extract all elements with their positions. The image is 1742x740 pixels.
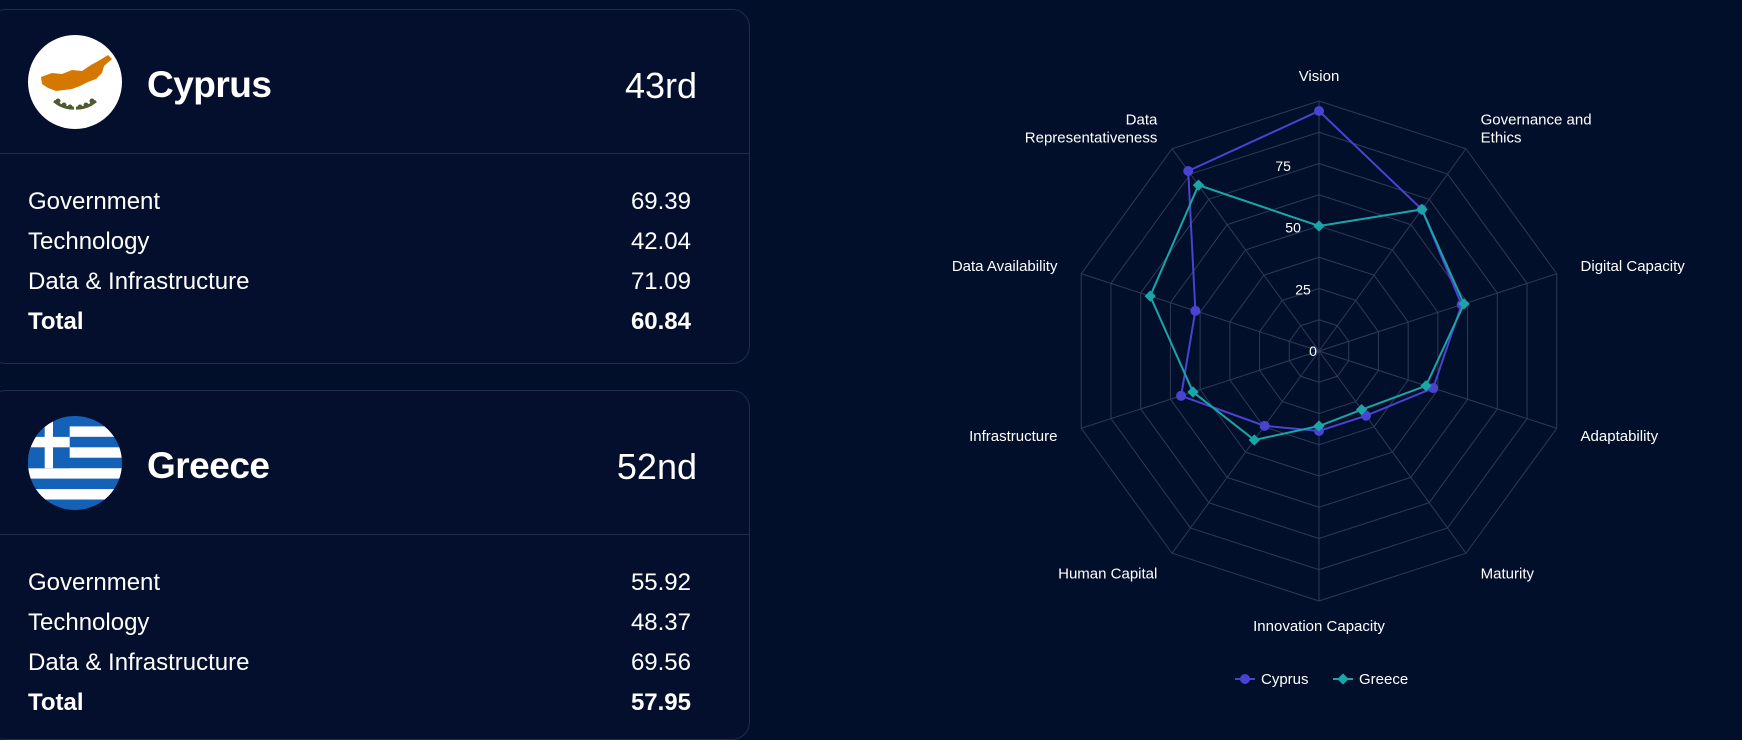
category-label: Vision: [1299, 68, 1340, 85]
card-header: Greece 52nd: [0, 391, 749, 535]
category-label: Maturity: [1481, 565, 1535, 582]
metric-value: 69.39: [630, 188, 691, 215]
metric-value: 57.95: [630, 689, 691, 716]
metric-label: Government: [28, 188, 161, 215]
category-label: Data Availability: [952, 258, 1058, 275]
legend-marker: [1240, 674, 1250, 684]
metric-value: 71.09: [630, 268, 691, 295]
metric-label: Technology: [28, 609, 150, 636]
grid-spoke: [1318, 350, 1467, 554]
metric-label: Government: [28, 569, 161, 596]
category-label: Governance and Ethics: [1481, 112, 1592, 147]
data-point: [1313, 420, 1325, 432]
category-label: Digital Capacity: [1581, 258, 1686, 275]
metrics-list: Government 55.92 Technology 48.37 Data &…: [28, 563, 691, 723]
cyprus-flag-icon: [28, 35, 122, 129]
metric-row-technology: Technology 42.04: [28, 222, 691, 262]
card-header: Cyprus 43rd: [0, 10, 749, 154]
data-point: [1190, 305, 1201, 316]
series-line-cyprus: [1179, 109, 1463, 433]
grid-spoke: [1318, 148, 1467, 352]
metrics-list: Government 69.39 Technology 42.04 Data &…: [28, 182, 691, 342]
radial-tick-label: 25: [1295, 281, 1311, 297]
category-label: Innovation Capacity: [1253, 618, 1385, 635]
metric-row-total: Total 57.95: [28, 683, 691, 723]
metric-value: 60.84: [630, 308, 691, 335]
metric-label: Total: [28, 689, 84, 716]
data-point: [1183, 165, 1194, 176]
greece-flag-icon: [28, 416, 122, 510]
radial-tick-label: 75: [1275, 158, 1291, 174]
metric-label: Data & Infrastructure: [28, 649, 250, 676]
data-point: [1176, 390, 1187, 401]
legend-label: Greece: [1359, 671, 1408, 688]
data-point: [1355, 403, 1368, 416]
metric-row-total: Total 60.84: [28, 302, 691, 342]
metric-value: 55.92: [630, 569, 691, 596]
country-card-cyprus: Cyprus 43rd Government 69.39 Technology …: [0, 9, 750, 364]
data-point: [1248, 434, 1261, 446]
grid-spoke: [1318, 273, 1557, 352]
category-label: Infrastructure: [969, 428, 1057, 445]
metric-row-government: Government 55.92: [28, 563, 691, 603]
metric-value: 48.37: [630, 609, 691, 636]
metric-value: 69.56: [630, 649, 691, 676]
data-point: [1313, 220, 1325, 232]
metric-value: 42.04: [630, 228, 691, 255]
radar-chart: 0 25 50 75 Vision Governance and Ethics Digital…: [952, 68, 1686, 688]
grid-spoke: [1318, 350, 1557, 429]
country-name: Cyprus: [147, 64, 272, 105]
radial-tick-label: 50: [1285, 220, 1301, 236]
data-point: [1259, 420, 1270, 431]
legend-label: Cyprus: [1261, 671, 1309, 688]
metric-label: Technology: [28, 228, 150, 255]
metric-row-technology: Technology 48.37: [28, 603, 691, 643]
data-point: [1192, 179, 1205, 191]
category-label: Data Representativeness: [1025, 112, 1158, 147]
metric-label: Total: [28, 308, 84, 335]
data-point: [1458, 298, 1470, 310]
country-name: Greece: [147, 445, 270, 486]
data-point: [1416, 203, 1428, 216]
data-point: [1314, 106, 1324, 116]
metric-label: Data & Infrastructure: [28, 268, 250, 295]
radial-tick-label: 0: [1309, 343, 1317, 359]
country-rank: 52nd: [616, 446, 697, 487]
data-point: [1144, 290, 1156, 302]
grid-spoke: [1081, 350, 1320, 429]
category-label: Adaptability: [1581, 428, 1659, 445]
metric-row-data-infrastructure: Data & Infrastructure 69.56: [28, 643, 691, 683]
metric-row-government: Government 69.39: [28, 182, 691, 222]
legend-marker: [1337, 673, 1349, 685]
country-card-greece: Greece 52nd Government 55.92 Technology …: [0, 390, 750, 740]
category-label: Human Capital: [1058, 565, 1157, 582]
grid-spoke: [1171, 350, 1320, 554]
metric-row-data-infrastructure: Data & Infrastructure 71.09: [28, 262, 691, 302]
country-rank: 43rd: [624, 65, 697, 106]
